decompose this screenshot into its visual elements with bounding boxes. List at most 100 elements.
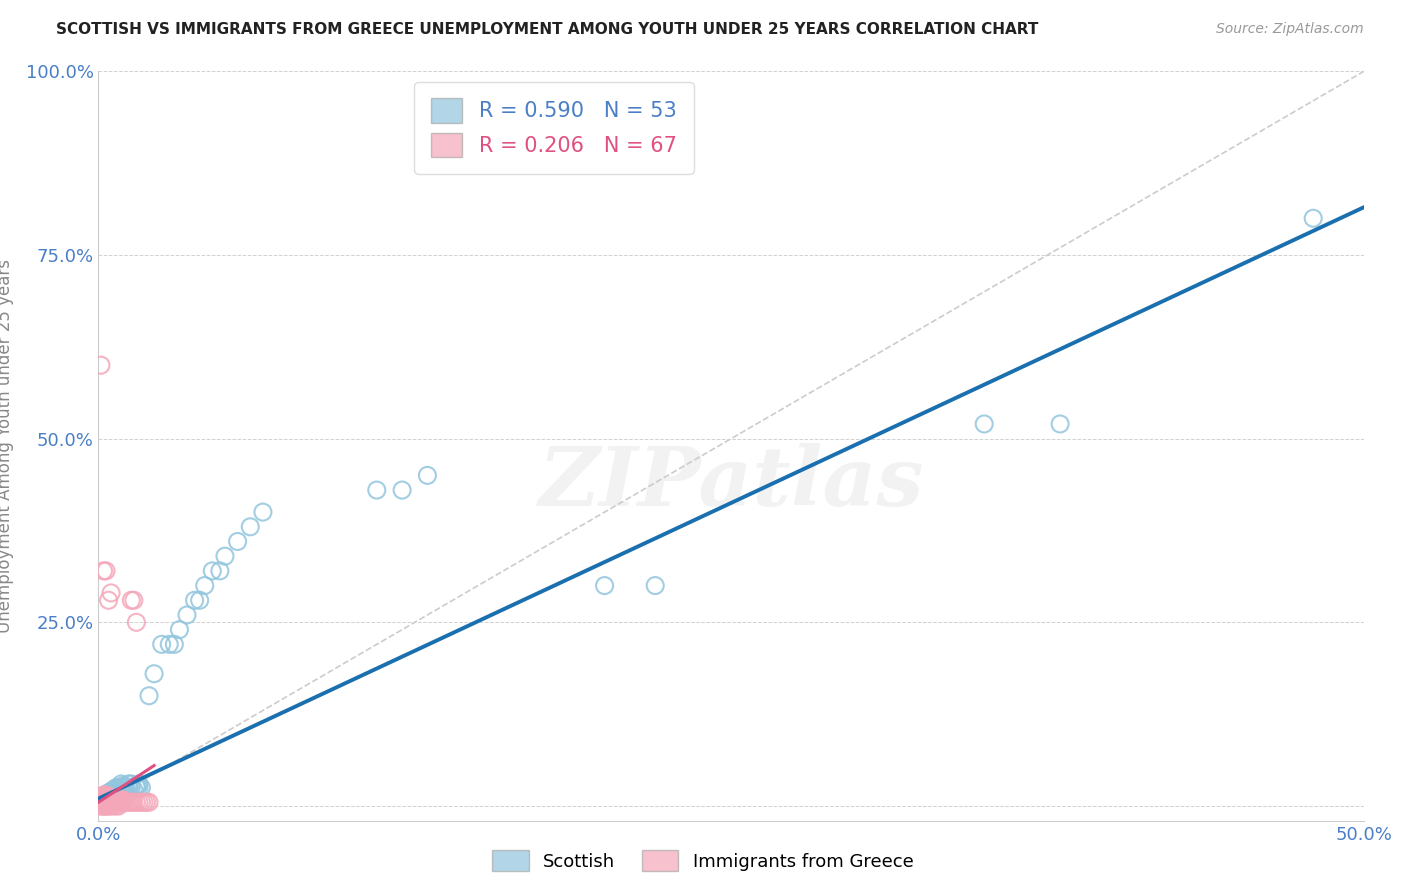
Point xyxy=(226,534,249,549)
Point xyxy=(97,593,120,607)
Point xyxy=(105,784,128,798)
Point xyxy=(110,795,132,809)
Point xyxy=(188,593,211,607)
Point xyxy=(103,799,125,814)
Point xyxy=(105,799,128,814)
Point xyxy=(90,795,112,809)
Point xyxy=(973,417,995,431)
Point xyxy=(143,666,166,681)
Point xyxy=(118,780,141,795)
Point xyxy=(94,799,117,814)
Point xyxy=(208,564,231,578)
Point xyxy=(100,799,122,814)
Point xyxy=(112,778,135,792)
Point xyxy=(97,791,120,805)
Point xyxy=(112,793,135,807)
Point xyxy=(157,637,180,651)
Point xyxy=(100,793,122,807)
Point xyxy=(366,483,388,497)
Point xyxy=(131,780,153,795)
Point xyxy=(118,795,141,809)
Point xyxy=(110,777,132,791)
Point xyxy=(103,791,125,805)
Point xyxy=(128,795,150,809)
Point xyxy=(103,793,125,807)
Point xyxy=(107,799,129,814)
Point xyxy=(97,790,120,805)
Point xyxy=(93,799,115,814)
Point xyxy=(90,793,112,807)
Point xyxy=(93,793,115,807)
Point xyxy=(416,468,439,483)
Point xyxy=(94,799,117,814)
Point xyxy=(105,793,128,807)
Legend: R = 0.590   N = 53, R = 0.206   N = 67: R = 0.590 N = 53, R = 0.206 N = 67 xyxy=(415,82,693,174)
Point xyxy=(150,637,173,651)
Point xyxy=(93,793,115,807)
Point xyxy=(103,795,125,809)
Text: SCOTTISH VS IMMIGRANTS FROM GREECE UNEMPLOYMENT AMONG YOUTH UNDER 25 YEARS CORRE: SCOTTISH VS IMMIGRANTS FROM GREECE UNEMP… xyxy=(56,22,1039,37)
Point xyxy=(94,793,117,807)
Point xyxy=(135,795,157,809)
Point xyxy=(93,799,115,814)
Point xyxy=(93,791,115,805)
Point xyxy=(90,358,112,372)
Legend: Scottish, Immigrants from Greece: Scottish, Immigrants from Greece xyxy=(485,843,921,879)
Point xyxy=(94,788,117,802)
Point xyxy=(120,780,142,795)
Point xyxy=(110,793,132,807)
Point xyxy=(176,607,198,622)
Point xyxy=(120,777,142,791)
Point xyxy=(107,782,129,797)
Point xyxy=(93,564,115,578)
Point xyxy=(100,788,122,802)
Point xyxy=(239,520,262,534)
Point xyxy=(97,790,120,805)
Point xyxy=(90,795,112,809)
Point xyxy=(93,795,115,809)
Point xyxy=(112,795,135,809)
Point xyxy=(100,784,122,798)
Point xyxy=(120,593,142,607)
Point xyxy=(100,795,122,809)
Point xyxy=(97,799,120,814)
Point xyxy=(94,795,117,809)
Point xyxy=(131,795,153,809)
Point xyxy=(132,795,155,809)
Point xyxy=(90,799,112,814)
Point xyxy=(163,637,186,651)
Point xyxy=(93,790,115,805)
Point xyxy=(183,593,205,607)
Point xyxy=(105,795,128,809)
Point xyxy=(112,782,135,797)
Point xyxy=(93,788,115,802)
Point xyxy=(122,593,145,607)
Point xyxy=(201,564,224,578)
Point xyxy=(214,549,236,564)
Text: Source: ZipAtlas.com: Source: ZipAtlas.com xyxy=(1216,22,1364,37)
Point xyxy=(105,780,128,795)
Point xyxy=(391,483,413,497)
Point xyxy=(90,791,112,805)
Point xyxy=(138,689,160,703)
Point xyxy=(94,790,117,805)
Point xyxy=(125,615,148,630)
Point xyxy=(1049,417,1071,431)
Point xyxy=(107,793,129,807)
Point xyxy=(97,793,120,807)
Point xyxy=(97,799,120,814)
Y-axis label: Unemployment Among Youth under 25 years: Unemployment Among Youth under 25 years xyxy=(0,259,14,633)
Point xyxy=(103,782,125,797)
Point xyxy=(128,780,150,795)
Point xyxy=(103,786,125,800)
Point xyxy=(138,795,160,809)
Point xyxy=(115,795,138,809)
Point xyxy=(120,795,142,809)
Point xyxy=(125,795,148,809)
Point xyxy=(94,564,117,578)
Point xyxy=(194,578,217,592)
Point xyxy=(107,780,129,795)
Point xyxy=(94,791,117,805)
Point xyxy=(169,623,191,637)
Text: ZIPatlas: ZIPatlas xyxy=(538,443,924,524)
